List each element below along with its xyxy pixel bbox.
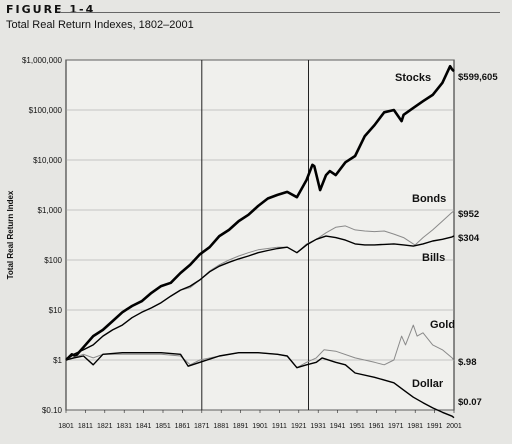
series-label-dollar: Dollar bbox=[412, 378, 444, 390]
x-tick-label: 1991 bbox=[427, 423, 443, 430]
x-tick-label: 1981 bbox=[407, 423, 423, 430]
x-tick-label: 1841 bbox=[136, 423, 152, 430]
y-tick-label: $100 bbox=[44, 256, 62, 265]
figure-title: Total Real Return Indexes, 1802–2001 bbox=[6, 19, 194, 31]
end-value-label-dollar: $0.07 bbox=[458, 397, 482, 408]
x-tick-label: 1941 bbox=[330, 423, 346, 430]
series-line-bills bbox=[65, 235, 455, 361]
y-tick-label: $10 bbox=[49, 306, 63, 315]
x-tick-label: 1891 bbox=[233, 423, 249, 430]
series-label-bills: Bills bbox=[422, 252, 445, 264]
y-tick-label: $1 bbox=[53, 356, 62, 365]
series-label-gold: Gold bbox=[430, 319, 455, 331]
x-tick-label: 1951 bbox=[349, 423, 365, 430]
y-tick-label: $1,000 bbox=[38, 206, 63, 215]
y-tick-label: $100,000 bbox=[29, 106, 63, 115]
series-line-dollar bbox=[65, 352, 455, 419]
x-tick-label: 1871 bbox=[194, 423, 210, 430]
series-line-gold bbox=[65, 324, 455, 369]
x-tick-label: 1921 bbox=[291, 423, 307, 430]
x-tick-label: 1851 bbox=[155, 423, 171, 430]
x-tick-label: 1931 bbox=[310, 423, 326, 430]
x-tick-label: 1961 bbox=[369, 423, 385, 430]
end-value-label-stocks: $599,605 bbox=[458, 72, 498, 83]
x-tick-label: 1901 bbox=[252, 423, 268, 430]
series-label-bonds: Bonds bbox=[412, 193, 446, 205]
x-tick-label: 1881 bbox=[213, 423, 229, 430]
x-tick-label: 1911 bbox=[272, 423, 287, 430]
y-tick-label: $0.10 bbox=[42, 406, 63, 415]
y-axis-label: Total Real Return Index bbox=[6, 190, 15, 279]
end-value-label-bills: $304 bbox=[458, 233, 480, 244]
x-tick-label: 1861 bbox=[175, 423, 191, 430]
series-label-stocks: Stocks bbox=[395, 72, 431, 84]
figure-rule bbox=[60, 12, 500, 13]
x-tick-label: 1971 bbox=[388, 423, 404, 430]
end-value-label-gold: $.98 bbox=[458, 357, 477, 368]
x-tick-label: 1821 bbox=[97, 423, 113, 430]
x-tick-label: 1801 bbox=[58, 423, 74, 430]
y-tick-label: $10,000 bbox=[33, 156, 62, 165]
end-value-label-bonds: $952 bbox=[458, 209, 479, 220]
x-tick-label: 1831 bbox=[116, 423, 132, 430]
x-tick-label: 1811 bbox=[78, 423, 93, 430]
series-line-stocks bbox=[65, 64, 455, 361]
x-tick-label: 2001 bbox=[446, 423, 462, 430]
plot-area bbox=[65, 59, 455, 411]
y-tick-label: $1,000,000 bbox=[22, 56, 63, 65]
